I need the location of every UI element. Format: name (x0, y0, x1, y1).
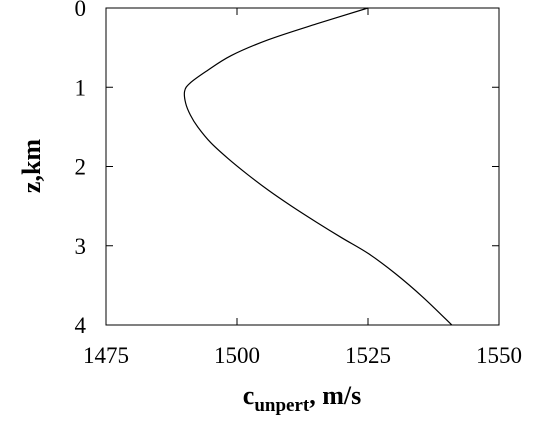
y-tick-label: 3 (75, 234, 87, 259)
x-axis-title-subscript: unpert (254, 395, 310, 416)
x-axis-title-suffix: , m/s (309, 381, 361, 410)
y-tick-label: 2 (75, 155, 87, 180)
ticks: 1475 1500 1525 1550 0 1 2 3 4 (75, 0, 523, 368)
plot-frame (105, 7, 500, 326)
x-tick-label: 1525 (345, 343, 391, 368)
y-tick-label: 1 (75, 75, 87, 100)
y-axis-title: z,km (17, 139, 46, 194)
x-tick-label: 1475 (83, 343, 129, 368)
y-tick-label: 4 (75, 313, 87, 338)
x-axis-title: cunpert, m/s (243, 381, 361, 416)
x-tick-label: 1500 (214, 343, 260, 368)
y-tick-label: 0 (75, 0, 87, 21)
sound-speed-profile-line (183, 7, 453, 326)
x-axis-title-main: c (243, 381, 255, 410)
x-tick-label: 1550 (476, 343, 522, 368)
